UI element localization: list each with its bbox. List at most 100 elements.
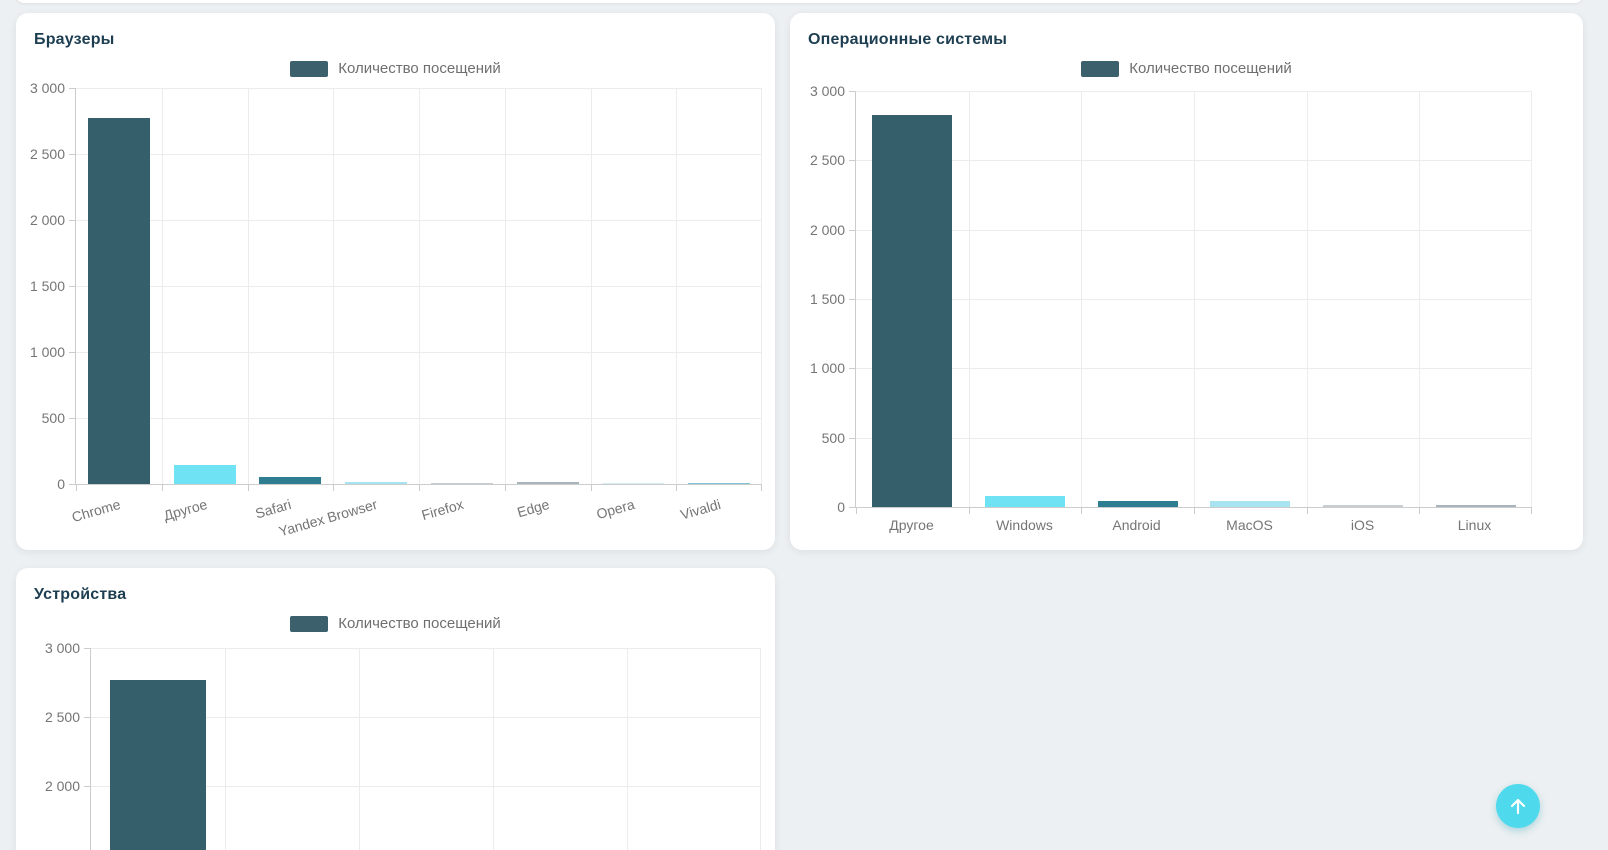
gridline [1419, 91, 1420, 507]
bar-Safari [259, 477, 321, 484]
bar-Android [1098, 501, 1178, 507]
x-axis-tick [248, 485, 249, 491]
x-axis-tick [676, 485, 677, 491]
gridline [676, 88, 677, 484]
y-axis-tick [69, 286, 75, 287]
bar-MacOS [1210, 501, 1290, 507]
y-axis-label: 2 000 [44, 778, 80, 794]
bar-Yandex Browser [345, 482, 407, 484]
gridline [91, 648, 761, 649]
legend-devices[interactable]: Количество посещений [16, 615, 775, 632]
y-axis-tick [69, 154, 75, 155]
legend-operating-systems[interactable]: Количество посещений [790, 60, 1583, 77]
bar-column-1 [110, 680, 206, 850]
y-axis-tick [849, 91, 855, 92]
y-axis-tick [84, 786, 90, 787]
gridline [1531, 91, 1532, 507]
y-axis-tick [849, 507, 855, 508]
browsers-chart-card: Браузеры Количество посещений 3 000 2 500… [16, 13, 775, 550]
y-axis-tick [69, 418, 75, 419]
legend-label: Количество посещений [338, 60, 501, 77]
gridline [91, 786, 761, 787]
x-axis-tick [1194, 508, 1195, 514]
gridline [591, 88, 592, 484]
gridline [493, 648, 494, 850]
y-axis-label: 1 500 [29, 278, 65, 294]
gridline [1307, 91, 1308, 507]
x-axis-label-Edge: Edge [515, 496, 552, 521]
y-axis-tick [84, 717, 90, 718]
x-axis-label-Windows: Windows [996, 517, 1053, 533]
gridline [969, 91, 970, 507]
legend-label: Количество посещений [338, 615, 501, 632]
x-axis-tick [419, 485, 420, 491]
y-axis-label: 1 000 [29, 344, 65, 360]
x-axis-label-Safari: Safari [253, 496, 294, 522]
y-axis-label: 1 500 [809, 291, 845, 307]
gridline [162, 88, 163, 484]
x-axis-tick [761, 485, 762, 491]
legend-swatch [1081, 60, 1120, 77]
gridline [359, 648, 360, 850]
bar-iOS [1323, 505, 1403, 507]
gridline [505, 88, 506, 484]
bar-Firefox [431, 483, 493, 484]
y-axis-label: 2 000 [809, 222, 845, 238]
x-axis-label-Opera: Opera [594, 496, 637, 523]
y-axis-tick [84, 648, 90, 649]
y-axis-label: 2 500 [809, 152, 845, 168]
y-axis-label: 2 500 [44, 709, 80, 725]
bar-Другое [174, 465, 236, 484]
gridline [627, 648, 628, 850]
plot-area-browsers [69, 88, 762, 491]
x-axis-tick [1419, 508, 1420, 514]
legend-swatch [290, 615, 329, 632]
gridline [91, 717, 761, 718]
x-axis-label-Android: Android [1112, 517, 1161, 533]
x-axis-label-Firefox: Firefox [419, 496, 466, 524]
chart-title-operating-systems: Операционные системы [808, 31, 1008, 48]
legend-browsers[interactable]: Количество посещений [16, 60, 775, 77]
x-axis-tick [1081, 508, 1082, 514]
y-axis-label: 2 500 [29, 146, 65, 162]
y-axis-label: 3 000 [44, 640, 80, 656]
y-axis-tick [69, 484, 75, 485]
y-axis-label: 0 [837, 499, 845, 515]
x-axis-tick [1307, 508, 1308, 514]
gridline [225, 648, 226, 850]
y-axis-label: 1 000 [809, 360, 845, 376]
chart-title-browsers: Браузеры [34, 31, 115, 48]
bar-Linux [1436, 505, 1516, 507]
y-axis-tick [849, 438, 855, 439]
y-axis-label: 3 000 [29, 80, 65, 96]
y-axis-label: 500 [821, 430, 845, 446]
x-axis-label-Chrome: Chrome [70, 496, 123, 526]
y-axis-tick [69, 220, 75, 221]
arrow-up-icon [1510, 798, 1526, 815]
x-axis-tick [333, 485, 334, 491]
x-axis-tick [76, 485, 77, 491]
plot-area-devices [84, 648, 761, 850]
y-axis-tick [69, 352, 75, 353]
x-axis-label-Yandex Browser: Yandex Browser [277, 496, 380, 540]
x-axis-label-Другое: Другое [161, 496, 209, 524]
gridline [760, 648, 761, 850]
gridline [1194, 91, 1195, 507]
x-axis-tick [591, 485, 592, 491]
x-axis-label-Другое: Другое [889, 517, 934, 533]
y-axis-label: 3 000 [809, 83, 845, 99]
x-axis-tick [505, 485, 506, 491]
chart-title-devices: Устройства [34, 586, 127, 603]
y-axis-tick [849, 230, 855, 231]
previous-card-bottom-edge [16, 0, 1583, 3]
scroll-to-top-button[interactable] [1496, 784, 1540, 828]
legend-swatch [290, 60, 329, 77]
gridline [419, 88, 420, 484]
y-axis-label: 0 [57, 476, 65, 492]
gridline [248, 88, 249, 484]
bar-Chrome [88, 118, 150, 484]
bar-Другое [872, 115, 952, 507]
operating-systems-chart-card: Операционные системы Количество посещени… [790, 13, 1583, 550]
y-axis-tick [69, 88, 75, 89]
x-axis-label-iOS: iOS [1350, 517, 1375, 533]
